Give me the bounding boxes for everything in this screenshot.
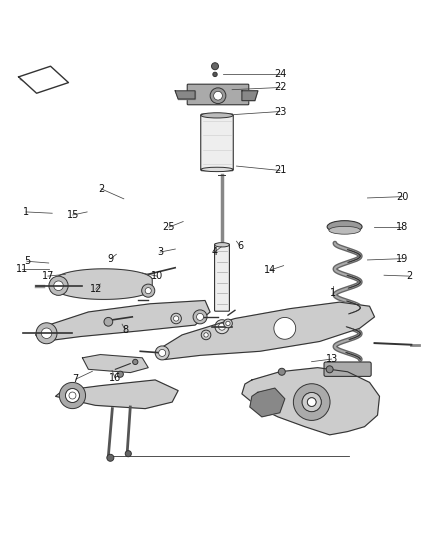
Circle shape — [65, 389, 79, 402]
Text: 11: 11 — [15, 264, 28, 273]
FancyBboxPatch shape — [324, 362, 371, 376]
Polygon shape — [82, 354, 148, 373]
Text: 13: 13 — [325, 354, 338, 364]
Circle shape — [145, 288, 151, 294]
Circle shape — [104, 318, 113, 326]
Circle shape — [69, 392, 76, 399]
Polygon shape — [162, 302, 374, 359]
Circle shape — [326, 366, 333, 373]
Circle shape — [41, 328, 52, 338]
Text: 17: 17 — [42, 271, 54, 281]
Text: 23: 23 — [274, 107, 286, 117]
Circle shape — [193, 310, 207, 324]
Polygon shape — [250, 388, 285, 417]
Text: 5: 5 — [24, 256, 30, 266]
Text: 9: 9 — [108, 254, 114, 264]
Ellipse shape — [329, 227, 360, 234]
Circle shape — [173, 316, 179, 321]
Text: 8: 8 — [122, 325, 128, 335]
Text: 22: 22 — [274, 83, 286, 93]
FancyBboxPatch shape — [215, 244, 230, 311]
Circle shape — [210, 88, 226, 103]
Circle shape — [307, 398, 316, 407]
Circle shape — [213, 72, 217, 77]
Circle shape — [54, 281, 64, 290]
Text: 6: 6 — [237, 241, 243, 251]
Circle shape — [107, 454, 114, 461]
Ellipse shape — [201, 113, 233, 118]
Polygon shape — [19, 66, 68, 93]
Text: 1: 1 — [329, 288, 336, 298]
Text: 7: 7 — [73, 374, 79, 384]
Text: 16: 16 — [109, 373, 121, 383]
Circle shape — [302, 392, 321, 411]
Circle shape — [219, 323, 226, 330]
Ellipse shape — [327, 221, 362, 233]
Circle shape — [214, 91, 223, 100]
Circle shape — [274, 318, 296, 340]
FancyBboxPatch shape — [187, 84, 249, 105]
FancyBboxPatch shape — [201, 114, 233, 171]
Circle shape — [159, 350, 166, 357]
Circle shape — [293, 384, 330, 421]
Circle shape — [278, 368, 285, 375]
Text: 19: 19 — [396, 254, 409, 264]
Circle shape — [226, 321, 230, 326]
Text: 3: 3 — [157, 247, 163, 257]
Circle shape — [224, 319, 232, 328]
Text: 2: 2 — [98, 184, 104, 194]
Polygon shape — [21, 71, 66, 91]
Circle shape — [197, 313, 204, 320]
Circle shape — [60, 382, 85, 409]
Circle shape — [141, 284, 155, 297]
Circle shape — [302, 392, 321, 411]
Text: 1: 1 — [23, 207, 29, 217]
Circle shape — [204, 333, 208, 337]
Circle shape — [65, 389, 79, 402]
Polygon shape — [242, 91, 258, 101]
Text: 18: 18 — [396, 222, 409, 232]
Text: 12: 12 — [90, 284, 102, 294]
Circle shape — [117, 371, 124, 377]
Ellipse shape — [201, 167, 233, 172]
Polygon shape — [35, 301, 210, 342]
Circle shape — [155, 346, 169, 360]
Ellipse shape — [215, 243, 230, 247]
Polygon shape — [175, 91, 195, 99]
Text: 4: 4 — [212, 247, 218, 257]
Circle shape — [215, 320, 229, 334]
Circle shape — [36, 323, 57, 344]
Text: 14: 14 — [265, 265, 277, 275]
Circle shape — [133, 359, 138, 365]
Circle shape — [125, 450, 131, 457]
Text: 15: 15 — [67, 210, 79, 220]
Circle shape — [212, 63, 219, 70]
Circle shape — [201, 330, 211, 340]
Text: 10: 10 — [151, 271, 163, 281]
Text: 20: 20 — [396, 192, 409, 201]
Circle shape — [171, 313, 181, 324]
Polygon shape — [56, 269, 152, 300]
Text: 21: 21 — [274, 165, 286, 175]
Text: 24: 24 — [274, 69, 286, 79]
Text: 25: 25 — [162, 222, 175, 232]
Polygon shape — [242, 368, 379, 435]
Text: 2: 2 — [406, 271, 412, 281]
Polygon shape — [56, 380, 178, 409]
Circle shape — [49, 276, 68, 295]
Circle shape — [307, 398, 316, 407]
